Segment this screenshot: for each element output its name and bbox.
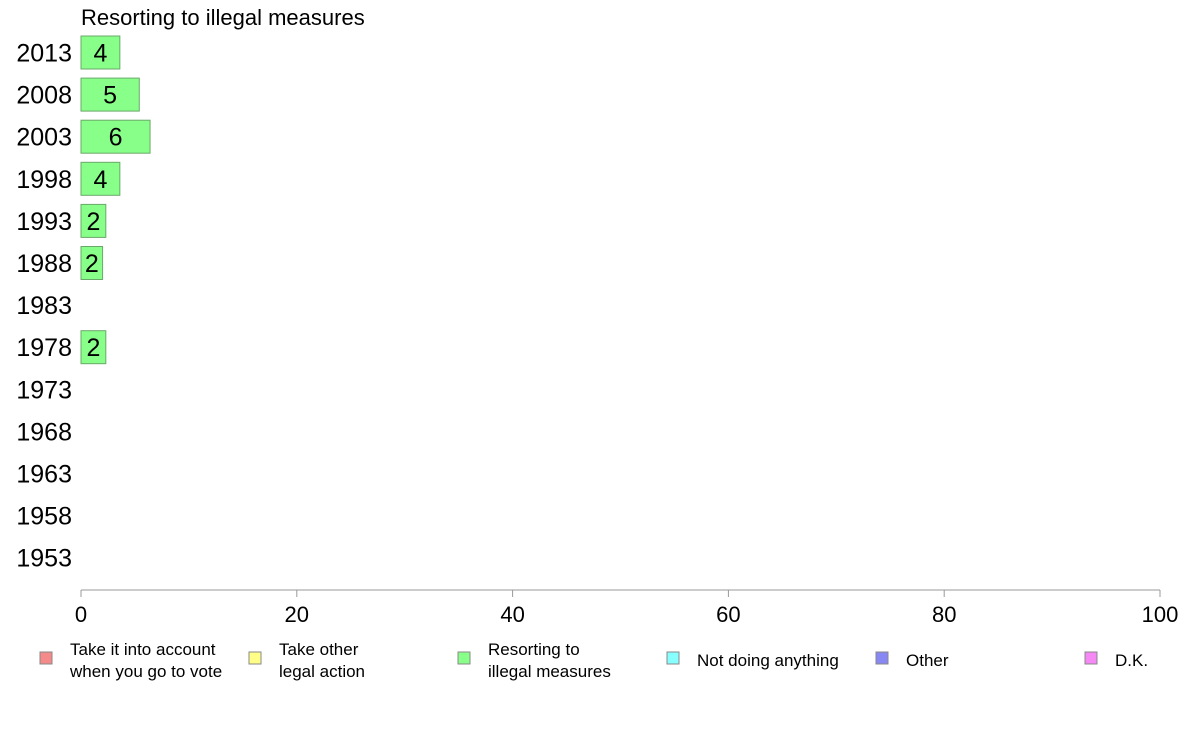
y-tick-label: 1953 <box>16 545 72 573</box>
bar <box>80 35 121 70</box>
legend-swatch <box>875 651 889 665</box>
bar <box>80 161 121 196</box>
x-axis: 0 20 40 60 80 100 <box>75 589 1179 627</box>
x-tick-label: 40 <box>500 602 524 627</box>
legend-label: Take it into account <box>70 640 216 659</box>
legend-label: legal action <box>279 662 365 681</box>
legend-label: illegal measures <box>488 662 611 681</box>
x-tick-label: 20 <box>285 602 309 627</box>
legend-label: Not doing anything <box>697 651 839 670</box>
legend-swatch <box>39 651 53 665</box>
y-tick-label: 1968 <box>16 418 72 446</box>
x-tick-label: 60 <box>716 602 740 627</box>
legend-swatch <box>666 651 680 665</box>
y-axis: 2013 2008 2003 1998 1993 1988 1983 1978 1973 1968… <box>16 40 72 573</box>
y-tick-label: 1973 <box>16 376 72 404</box>
legend-label: Resorting to <box>488 640 580 659</box>
legend-item: D.K. <box>1084 651 1148 670</box>
data-label: 4 <box>93 166 107 194</box>
legend-item: Take it into account when you go to vote <box>39 640 222 681</box>
legend-swatch <box>1084 651 1098 665</box>
chart-title: Resorting to illegal measures <box>81 5 365 30</box>
y-tick-label: 1963 <box>16 461 72 489</box>
bar <box>80 77 140 112</box>
legend-label: Other <box>906 651 949 670</box>
y-tick-label: 1988 <box>16 250 72 278</box>
y-tick-label: 2008 <box>16 82 72 110</box>
legend-label: when you go to vote <box>69 662 222 681</box>
y-tick-label: 1993 <box>16 208 72 236</box>
y-tick-label: 1998 <box>16 166 72 194</box>
data-label: 2 <box>86 208 100 236</box>
bar <box>80 330 107 365</box>
y-tick-label: 2003 <box>16 124 72 152</box>
data-label: 5 <box>103 82 117 110</box>
x-tick-label: 0 <box>75 602 87 627</box>
y-tick-label: 1983 <box>16 292 72 320</box>
data-label: 2 <box>86 334 100 362</box>
x-tick-label: 80 <box>932 602 956 627</box>
bar <box>80 203 107 238</box>
data-label: 6 <box>109 124 123 152</box>
y-tick-label: 2013 <box>16 40 72 68</box>
bar <box>80 119 151 154</box>
x-tick-label: 100 <box>1142 602 1179 627</box>
legend-item: Not doing anything <box>666 651 839 670</box>
bar <box>80 246 104 280</box>
y-tick-label: 1978 <box>16 334 72 362</box>
legend-swatch <box>457 651 471 665</box>
legend-label: D.K. <box>1115 651 1148 670</box>
legend-item: Take other legal action <box>248 640 365 681</box>
legend-item: Resorting to illegal measures <box>457 640 611 681</box>
legend-swatch <box>248 651 262 665</box>
data-label: 2 <box>85 250 99 278</box>
y-tick-label: 1958 <box>16 503 72 531</box>
data-label: 4 <box>93 40 107 68</box>
legend-label: Take other <box>279 640 359 659</box>
legend-item: Other <box>875 651 949 670</box>
